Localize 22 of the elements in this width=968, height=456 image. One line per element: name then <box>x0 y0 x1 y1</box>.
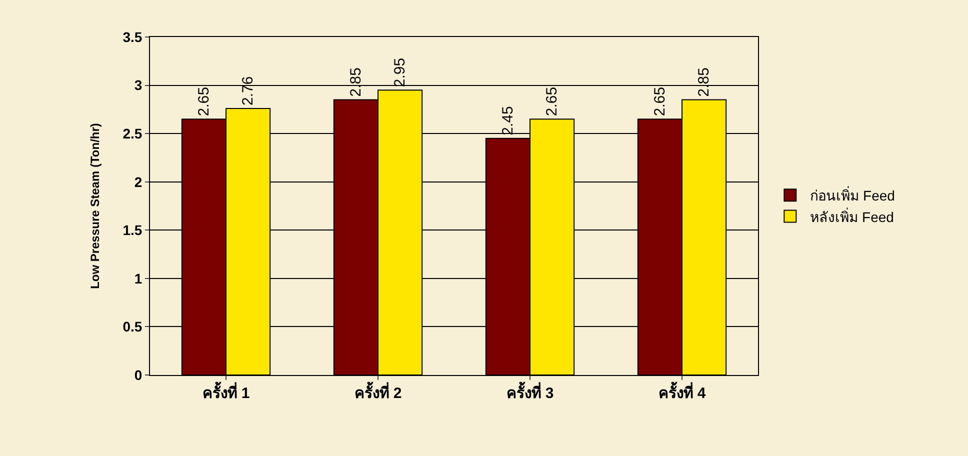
y-tick-label: 2 <box>134 174 142 190</box>
x-tick-label: ครั้งที่ 3 <box>506 381 554 402</box>
y-tick-label: 0 <box>134 366 142 383</box>
data-label: 2.65 <box>651 86 668 116</box>
y-tick-label: 0.5 <box>122 318 142 335</box>
data-label: 2.85 <box>347 68 364 97</box>
y-tick-label: 3.5 <box>122 28 142 45</box>
x-tick-label: ครั้งที่ 2 <box>354 381 402 402</box>
data-label: 2.65 <box>195 86 212 116</box>
data-label: 2.76 <box>240 76 257 106</box>
y-tick-label: 2.5 <box>122 125 142 142</box>
y-tick-label: 1 <box>134 270 142 286</box>
data-label: 2.95 <box>392 58 409 88</box>
data-label: 2.85 <box>696 68 713 97</box>
y-tick-label: 1.5 <box>122 222 142 238</box>
x-tick-label: ครั้งที่ 1 <box>202 381 250 402</box>
y-tick-label: 3 <box>134 77 142 94</box>
x-tick-label: ครั้งที่ 4 <box>658 381 706 402</box>
legend-label: หลังเพิ่ม Feed <box>810 208 894 225</box>
data-label: 2.65 <box>544 86 561 116</box>
y-axis-title: Low Pressure Steam (Ton/hr) <box>88 123 102 289</box>
legend-label: ก่อนเพิ่ม Feed <box>810 186 895 204</box>
